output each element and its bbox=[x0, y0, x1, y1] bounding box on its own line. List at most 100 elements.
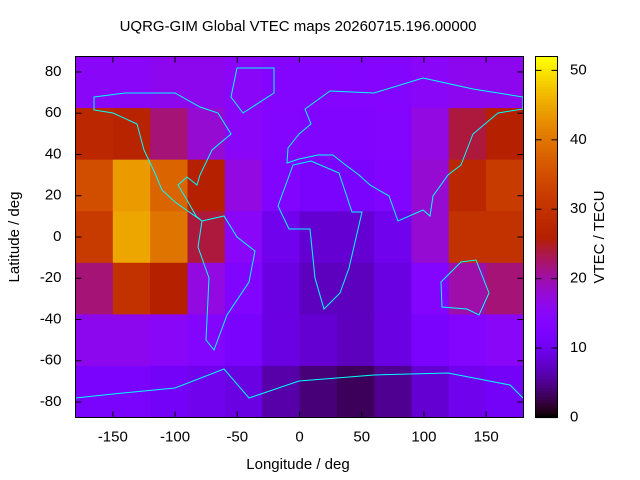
heat-cell bbox=[374, 159, 412, 212]
colorbar-swatch bbox=[535, 249, 558, 253]
colorbar-swatch bbox=[535, 336, 558, 340]
colorbar-swatch bbox=[535, 351, 558, 355]
colorbar-swatch bbox=[535, 71, 558, 76]
heat-cell bbox=[112, 211, 151, 264]
colorbar-swatch bbox=[535, 255, 558, 259]
colorbar-tick-label: 0 bbox=[570, 408, 578, 425]
colorbar-swatch bbox=[535, 291, 558, 295]
colorbar-swatch bbox=[535, 188, 558, 193]
heat-cell bbox=[262, 159, 300, 212]
heat-cell bbox=[411, 314, 450, 367]
colorbar-swatch bbox=[535, 86, 558, 91]
heat-cell bbox=[75, 314, 114, 367]
colorbar-swatch bbox=[535, 396, 558, 401]
colorbar-swatch bbox=[535, 227, 558, 232]
y-tick-label: 60 bbox=[45, 104, 62, 121]
heat-cell bbox=[448, 262, 487, 315]
x-tick-label: -50 bbox=[226, 428, 248, 445]
x-axis-label: Longitude / deg bbox=[246, 456, 349, 473]
colorbar-swatch bbox=[535, 155, 558, 160]
heat-cell bbox=[299, 108, 338, 161]
colorbar-swatch bbox=[535, 360, 558, 364]
colorbar-swatch bbox=[535, 285, 558, 289]
colorbar-swatch bbox=[535, 62, 558, 67]
colorbar-swatch bbox=[535, 330, 558, 334]
heat-cell bbox=[486, 314, 524, 367]
heat-cell bbox=[374, 262, 412, 315]
colorbar-swatch bbox=[535, 243, 558, 247]
colorbar-swatch bbox=[535, 378, 558, 382]
colorbar-swatch bbox=[535, 197, 558, 202]
heat-cell bbox=[150, 159, 188, 212]
colorbar-swatch bbox=[535, 345, 558, 349]
colorbar-swatch bbox=[535, 339, 558, 343]
colorbar-swatch bbox=[535, 59, 558, 64]
heat-cell bbox=[486, 159, 524, 212]
heat-cell bbox=[448, 56, 487, 109]
heat-cell bbox=[262, 314, 300, 367]
heat-cell bbox=[448, 211, 487, 264]
coastline bbox=[93, 92, 232, 222]
colorbar-swatch bbox=[535, 306, 558, 310]
colorbar-swatch bbox=[535, 83, 558, 88]
colorbar-swatch bbox=[535, 173, 558, 178]
colorbar-swatch bbox=[535, 152, 558, 157]
heat-cell bbox=[187, 56, 226, 109]
colorbar-tick-label: 10 bbox=[570, 339, 587, 356]
colorbar-swatch bbox=[535, 98, 558, 103]
heat-cell bbox=[150, 314, 188, 367]
colorbar-swatch bbox=[535, 56, 558, 61]
colorbar-swatch bbox=[535, 212, 558, 217]
colorbar-swatch bbox=[535, 137, 558, 142]
colorbar-swatch bbox=[535, 161, 558, 166]
heat-cell bbox=[411, 262, 450, 315]
y-tick-label: -60 bbox=[40, 352, 62, 369]
heat-cell bbox=[75, 365, 114, 418]
heat-cell bbox=[411, 211, 450, 264]
y-tick-label: 0 bbox=[53, 228, 61, 245]
colorbar-swatch bbox=[535, 68, 558, 73]
heat-cell bbox=[262, 108, 300, 161]
colorbar-swatch bbox=[535, 318, 558, 322]
colorbar-swatch bbox=[535, 324, 558, 328]
colorbar-swatch bbox=[535, 414, 558, 419]
coastline bbox=[277, 160, 363, 310]
heat-cell bbox=[374, 56, 412, 109]
heat-cell bbox=[336, 108, 375, 161]
colorbar-swatch bbox=[535, 206, 558, 211]
colorbar-swatch bbox=[535, 89, 558, 94]
heat-cell bbox=[150, 365, 188, 418]
heat-cell bbox=[75, 159, 114, 212]
colorbar-swatch bbox=[535, 194, 558, 199]
colorbar-swatch bbox=[535, 221, 558, 226]
colorbar-swatch bbox=[535, 315, 558, 319]
colorbar-swatch bbox=[535, 200, 558, 205]
colorbar-swatch bbox=[535, 191, 558, 196]
colorbar-swatch bbox=[535, 387, 558, 392]
colorbar-swatch bbox=[535, 252, 558, 256]
heat-cell bbox=[374, 108, 412, 161]
colorbar-swatch bbox=[535, 357, 558, 361]
colorbar-swatch bbox=[535, 309, 558, 313]
heat-cell bbox=[486, 56, 524, 109]
colorbar-border bbox=[535, 56, 558, 418]
heat-cell bbox=[448, 108, 487, 161]
heat-cell bbox=[486, 365, 524, 418]
colorbar-swatch bbox=[535, 101, 558, 106]
colorbar-swatch bbox=[535, 140, 558, 145]
heat-cell bbox=[224, 159, 263, 212]
colorbar-swatch bbox=[535, 393, 558, 398]
heat-cell bbox=[448, 159, 487, 212]
colorbar-swatch bbox=[535, 65, 558, 70]
heat-cell bbox=[448, 314, 487, 367]
heat-cell bbox=[262, 56, 300, 109]
colorbar-swatch bbox=[535, 179, 558, 184]
heat-cell bbox=[150, 56, 188, 109]
colorbar-swatch bbox=[535, 381, 558, 386]
colorbar-swatch bbox=[535, 273, 558, 277]
colorbar-swatch bbox=[535, 113, 558, 118]
colorbar-swatch bbox=[535, 237, 558, 241]
colorbar-swatch bbox=[535, 264, 558, 268]
colorbar-tick-label: 30 bbox=[570, 200, 587, 217]
